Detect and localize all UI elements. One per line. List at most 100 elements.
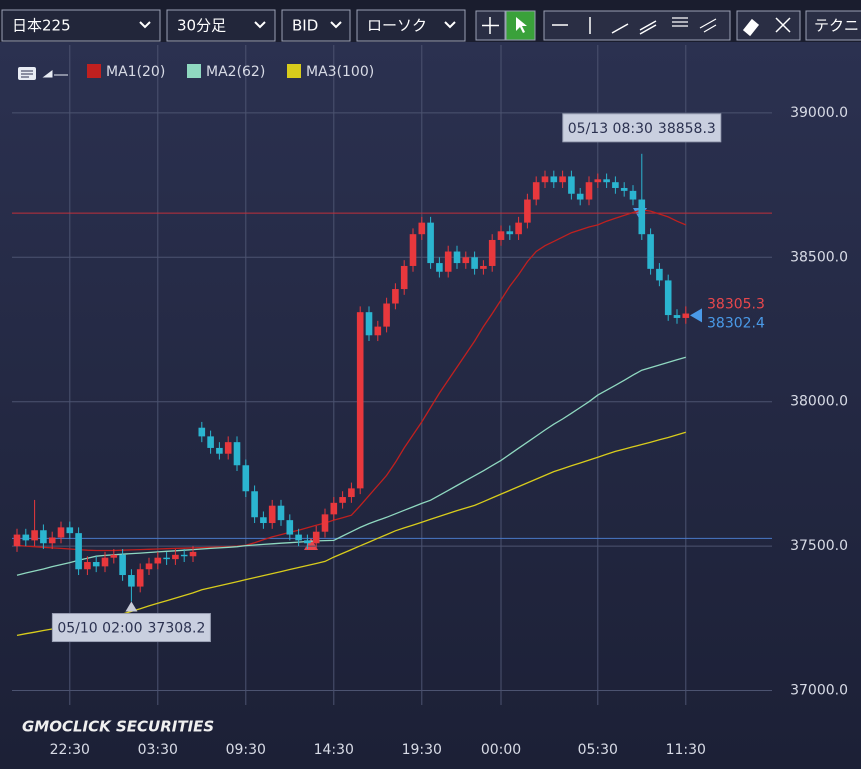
candle-body [392,289,399,304]
plot: 37000.0 37500.0 38000.0 38500.0 39000.0 22:30… [12,45,848,758]
annotation-time: 05/13 08:30 [568,121,653,137]
candle-body [312,531,320,544]
candle-body [374,326,382,336]
x-tick-label: 03:30 [138,742,178,758]
candle-body [101,557,109,567]
candle-body [13,534,21,547]
candle-body [75,533,82,570]
candle-body [444,251,452,272]
candle-body [409,234,417,266]
candle-body [57,527,65,538]
candle-body [576,193,584,200]
price-pointer [690,308,702,323]
legend-swatch [187,64,201,78]
eraser-tools[interactable] [736,10,801,41]
candle-body [198,427,206,437]
symbol: 日本225 [12,17,71,35]
candle-body [436,263,443,272]
y-tick-label: 37500.0 [790,538,848,554]
candle-body [427,222,434,264]
candle-body [260,517,267,524]
candle-body [568,176,575,194]
candle-body [330,502,338,515]
candle-body [348,488,355,498]
candle-body [612,182,619,188]
price-label: 38305.3 [707,297,765,313]
candle-body [480,265,487,269]
candle-body [110,554,118,558]
candle-body [541,176,549,183]
technical: テクニ [814,17,859,35]
candle-body [418,222,426,235]
candle-body [128,575,135,587]
candle-body [84,562,91,570]
candle-body [136,569,144,587]
candle-body [532,182,540,200]
candle-body [497,231,505,240]
candle-body [224,442,232,454]
pointer-icon [516,17,527,33]
x-tick-label: 14:30 [314,742,354,758]
technical-button[interactable] [805,10,861,41]
annotation-box [562,113,722,143]
y-tick-label: 39000.0 [790,105,848,121]
candle-body [295,534,302,541]
chevron [254,21,266,29]
candle-body [145,563,153,570]
candle-body [647,234,654,269]
candle-body [664,280,672,316]
candle-body [515,222,522,235]
legend-label: MA3(100) [306,64,374,80]
candle-body [585,182,593,200]
chevron [139,21,151,29]
x-tick-label: 09:30 [226,742,266,758]
crosshair-icon [482,17,499,34]
plot-background [0,42,861,769]
candle-body [22,534,30,541]
candle-body [673,315,681,318]
candle-body [180,554,188,557]
chart-style: ローソク [367,17,427,35]
x-tick-label: 22:30 [50,742,90,758]
symbol-dropdown[interactable] [1,9,161,42]
annotation-text: 05/10 02:00 37308.2 [57,621,205,637]
ma-line [16,356,686,576]
price-type: BID [292,17,318,35]
candle-body [620,187,628,191]
candle-body [400,265,408,290]
drawing-tools[interactable] [543,10,731,41]
chart-style-dropdown[interactable] [356,9,466,42]
candle-body [550,176,558,183]
candle-body [638,199,646,235]
candle-body [365,312,373,336]
x-tick-label: 00:00 [481,742,521,758]
candle-body [304,540,311,544]
candle-body [339,497,346,503]
candle-body [559,176,566,183]
candle-body [453,251,461,264]
chevron [330,21,342,29]
candle-body [629,190,637,200]
candle-body [603,179,610,183]
x-tick-label: 11:30 [666,742,706,758]
annotation-value: 38858.3 [658,121,716,137]
candle-body [154,557,162,564]
price-label: 38302.4 [707,315,765,331]
interval-dropdown[interactable] [166,9,276,42]
interval: 30分足 [177,17,226,35]
ma-line [16,431,686,637]
candle-body [383,303,390,327]
annotation-time: 05/10 02:00 [57,621,142,637]
legend-label: MA1(20) [106,64,165,80]
note-lines [21,70,33,78]
candle-body [119,554,126,576]
chevron [444,21,456,29]
candle-body [656,268,663,281]
legend-swatch [87,64,101,78]
candle-body [189,551,197,557]
candle-body [251,491,258,518]
tool-icon[interactable] [42,70,68,78]
candle-body [31,530,38,541]
